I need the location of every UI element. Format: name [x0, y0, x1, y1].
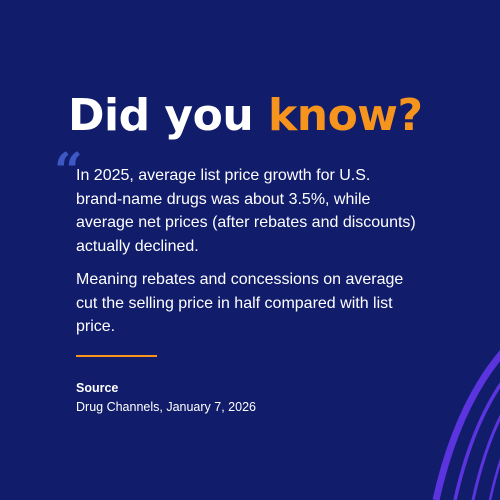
decorative-arc-4	[488, 458, 500, 500]
headline: Did you know?	[68, 88, 423, 144]
headline-part-1: Did you	[68, 90, 268, 141]
decorative-arc-3	[471, 414, 500, 500]
body-paragraph-2: Meaning rebates and concessions on avera…	[76, 271, 404, 335]
quote-mark-icon: “	[54, 141, 83, 200]
source-value: Drug Channels, January 7, 2026	[76, 400, 256, 414]
body-paragraph-1: In 2025, average list price growth for U…	[76, 167, 416, 255]
headline-part-2: know?	[267, 90, 423, 141]
divider	[76, 355, 157, 357]
decorative-arc-2	[453, 382, 500, 500]
source-label: Source	[76, 381, 119, 395]
decorative-arc-1	[432, 350, 500, 500]
